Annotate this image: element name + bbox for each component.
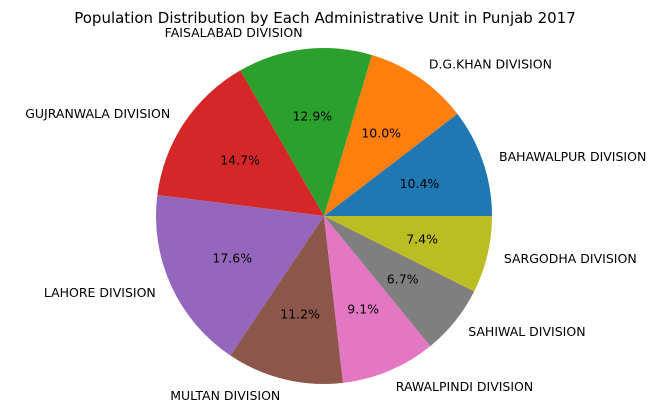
category-labels: BAHAWALPUR DIVISION D.G.KHAN DIVISION FAIS…	[25, 25, 646, 403]
pie-slice-sargodha-division	[324, 216, 492, 292]
category-label-bahawalpur-division: BAHAWALPUR DIVISION	[499, 149, 646, 164]
pie-slice-gujranwala-division	[157, 70, 324, 216]
category-label-gujranwala-division: GUJRANWALA DIVISION	[25, 106, 170, 121]
category-label-rawalpindi-division: RAWALPINDI DIVISION	[396, 379, 533, 394]
category-label-faisalabad-division: FAISALABAD DIVISION	[165, 25, 303, 40]
pie-slice-sahiwal-division	[324, 216, 475, 347]
pie-slice-lahore-division	[156, 194, 324, 356]
percent-label-bahawalpur-division: 10.4%	[400, 176, 440, 191]
percent-label-lahore-division: 17.6%	[212, 250, 252, 265]
percent-label-gujranwala-division: 14.7%	[220, 153, 260, 168]
percent-label-faisalabad-division: 12.9%	[292, 108, 332, 123]
category-label-multan-division: MULTAN DIVISION	[170, 388, 280, 403]
percent-label-sargodha-division: 7.4%	[406, 232, 438, 247]
percent-label-multan-division: 11.2%	[280, 306, 320, 321]
pie-slice-multan-division	[230, 216, 343, 384]
percent-labels: 10.4% 10.0% 12.9% 14.7% 17.6% 11.2% 9.1% 6.7% 7.…	[212, 108, 439, 321]
percent-label-sahiwal-division: 6.7%	[387, 272, 419, 287]
percent-label-rawalpindi-division: 9.1%	[347, 301, 379, 316]
percent-label-d-g-khan-division: 10.0%	[361, 125, 401, 140]
pie-slice-rawalpindi-division	[324, 216, 431, 383]
category-label-sargodha-division: SARGODHA DIVISION	[504, 251, 637, 266]
pie-slice-d-g-khan-division	[324, 54, 458, 216]
pie-slices	[156, 47, 492, 384]
pie-slice-bahawalpur-division	[324, 113, 492, 216]
pie-slice-faisalabad-division	[240, 47, 372, 216]
category-label-d-g-khan-division: D.G.KHAN DIVISION	[429, 56, 552, 71]
chart-title: Population Distribution by Each Administ…	[74, 9, 576, 27]
category-label-lahore-division: LAHORE DIVISION	[44, 285, 156, 300]
category-label-sahiwal-division: SAHIWAL DIVISION	[468, 324, 585, 339]
